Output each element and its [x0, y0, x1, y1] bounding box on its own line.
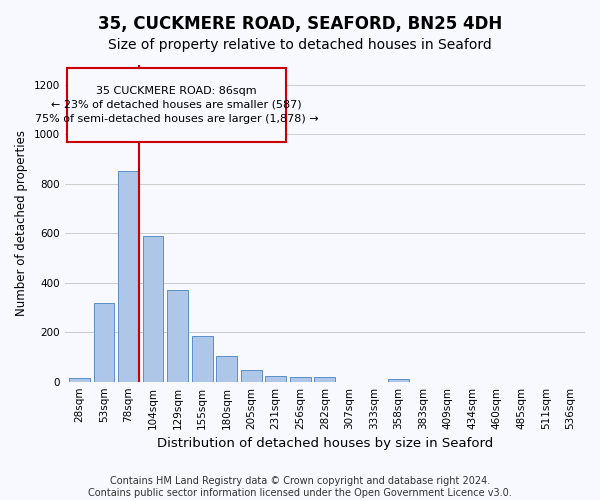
Bar: [167, 290, 188, 382]
Y-axis label: Number of detached properties: Number of detached properties: [15, 130, 28, 316]
Bar: [314, 376, 335, 382]
Text: 35 CUCKMERE ROAD: 86sqm
← 23% of detached houses are smaller (587)
75% of semi-d: 35 CUCKMERE ROAD: 86sqm ← 23% of detache…: [35, 86, 318, 124]
Bar: [241, 370, 262, 382]
Bar: [290, 377, 311, 382]
Bar: [94, 302, 115, 382]
X-axis label: Distribution of detached houses by size in Seaford: Distribution of detached houses by size …: [157, 437, 493, 450]
Bar: [388, 378, 409, 382]
Bar: [118, 172, 139, 382]
FancyBboxPatch shape: [67, 68, 286, 142]
Bar: [143, 236, 163, 382]
Text: Contains HM Land Registry data © Crown copyright and database right 2024.
Contai: Contains HM Land Registry data © Crown c…: [88, 476, 512, 498]
Bar: [216, 356, 237, 382]
Bar: [265, 376, 286, 382]
Text: 35, CUCKMERE ROAD, SEAFORD, BN25 4DH: 35, CUCKMERE ROAD, SEAFORD, BN25 4DH: [98, 15, 502, 33]
Bar: [69, 378, 90, 382]
Text: Size of property relative to detached houses in Seaford: Size of property relative to detached ho…: [108, 38, 492, 52]
Bar: [191, 336, 212, 382]
